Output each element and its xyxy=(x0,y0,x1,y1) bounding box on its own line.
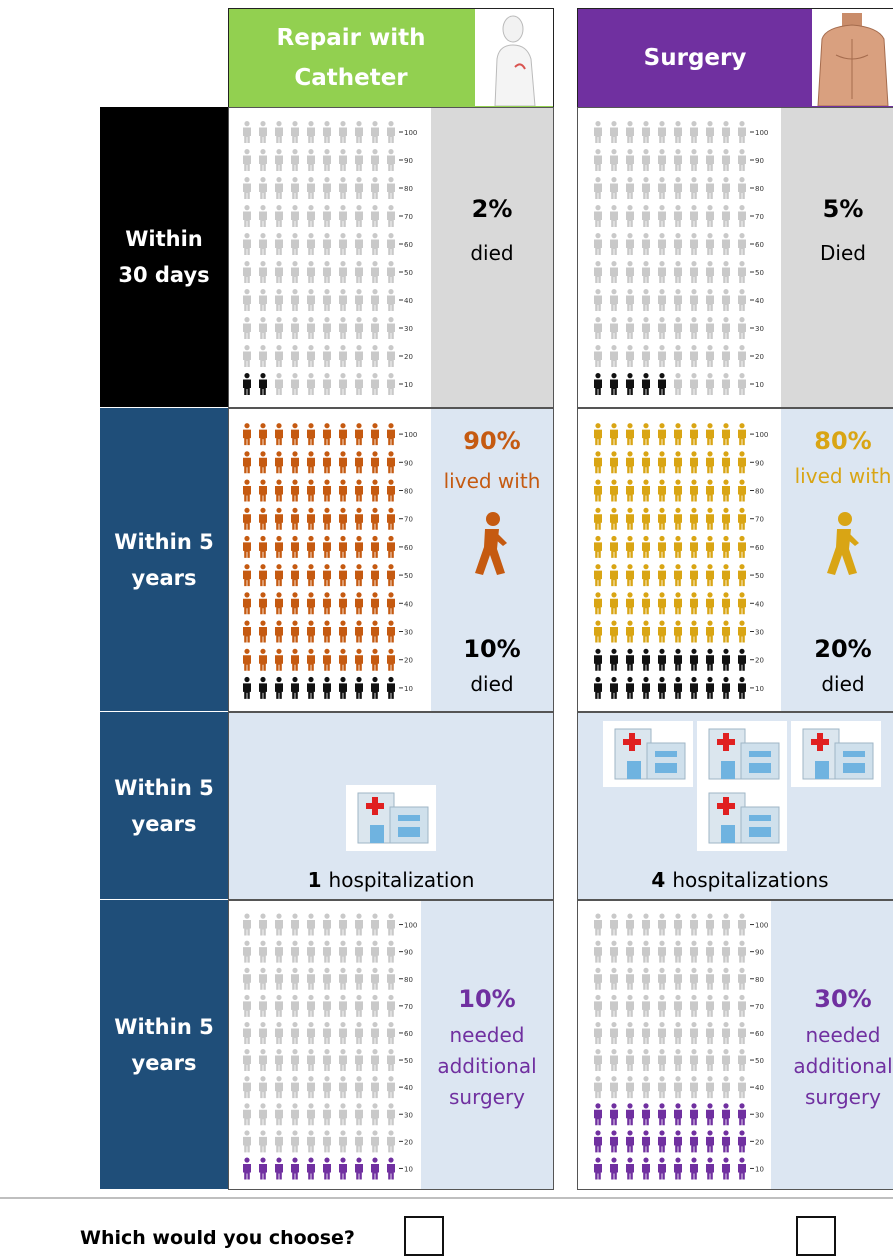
hospitalization-text: 1 hospitalization xyxy=(228,865,554,896)
column-header: Surgery xyxy=(577,8,893,108)
percent: 5% xyxy=(780,195,893,223)
decision-aid: Repair with Catheter Surgery Within 30 d… xyxy=(0,0,893,1259)
header-image xyxy=(475,9,553,106)
percent: 80% xyxy=(780,427,893,455)
caption: hospitalization xyxy=(329,868,475,892)
row-label-text: Within 5 years xyxy=(109,524,219,596)
question: Which would you choose? xyxy=(80,1227,355,1249)
percent: 2% xyxy=(430,195,554,223)
count: 1 xyxy=(308,868,322,892)
header-image xyxy=(812,9,893,106)
row-label-text: Within 30 days xyxy=(114,221,214,293)
row-label-text: Within 5 years xyxy=(109,1009,219,1081)
percent: 10% xyxy=(430,635,554,663)
body-illustration xyxy=(475,9,553,106)
percent: 90% xyxy=(430,427,554,455)
hospitalization-text: 4 hospitalizations xyxy=(577,865,893,896)
row-label: Within 5 years xyxy=(100,900,228,1190)
caption: died xyxy=(780,669,893,700)
column-title: Repair with Catheter xyxy=(229,9,473,106)
caption: Died xyxy=(780,238,893,269)
caption: lived with xyxy=(430,466,554,497)
column-title: Surgery xyxy=(578,9,812,106)
row-label: Within 5 years xyxy=(100,408,228,712)
torso-illustration xyxy=(812,9,893,106)
percent: 20% xyxy=(780,635,893,663)
row-label-text: Within 5 years xyxy=(109,770,219,842)
percent: 30% xyxy=(780,985,893,1013)
caption: died xyxy=(430,669,554,700)
caption: needed additional surgery xyxy=(782,1020,893,1113)
caption: hospitalizations xyxy=(672,868,828,892)
caption: died xyxy=(430,238,554,269)
column-header: Repair with Catheter xyxy=(228,8,554,108)
count: 4 xyxy=(651,868,665,892)
row-label: Within 5 years xyxy=(100,712,228,900)
choice-checkbox[interactable] xyxy=(796,1216,836,1256)
divider xyxy=(0,1197,893,1199)
row-label: Within 30 days xyxy=(100,107,228,408)
percent: 10% xyxy=(420,985,554,1013)
caption: needed additional surgery xyxy=(425,1020,549,1113)
caption: lived with xyxy=(780,461,893,492)
choice-checkbox[interactable] xyxy=(404,1216,444,1256)
